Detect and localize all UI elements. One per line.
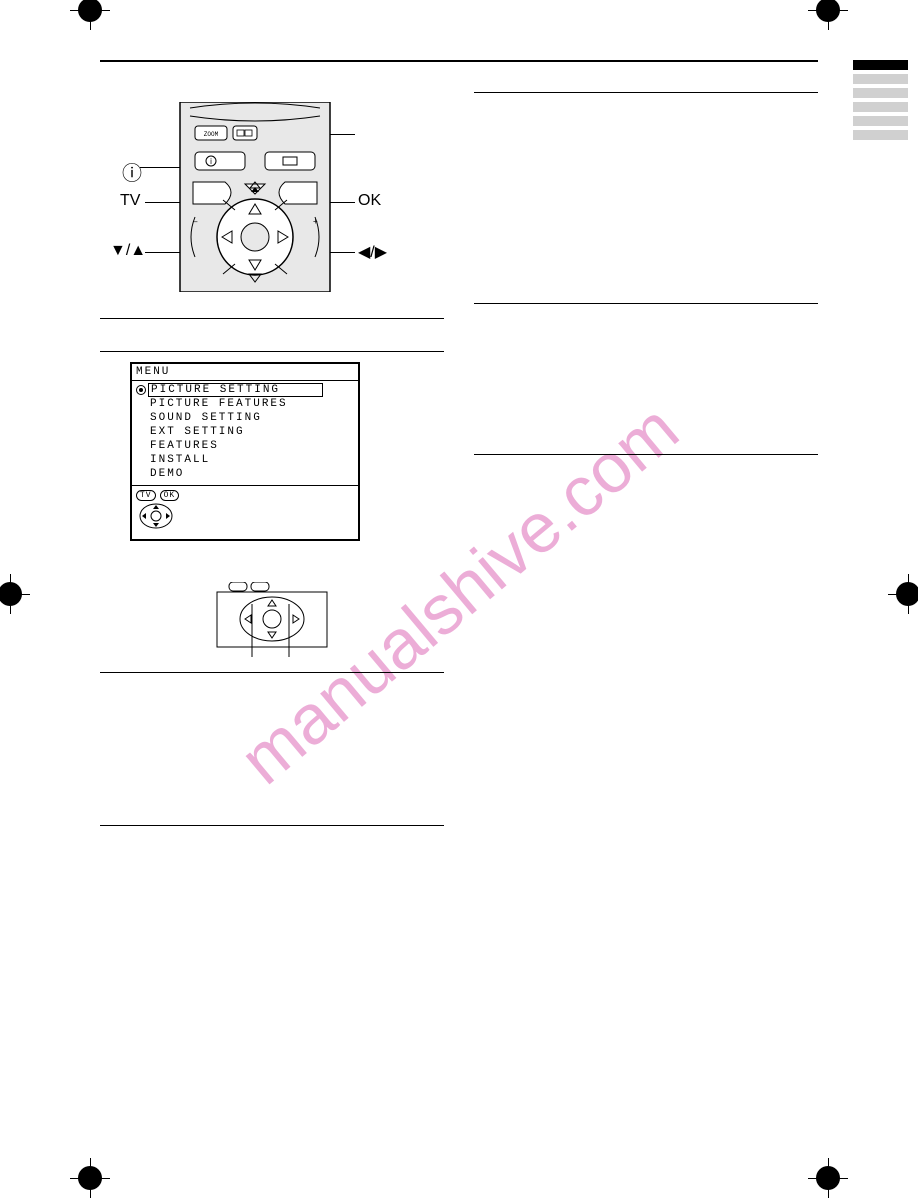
crop-mark [70, 1158, 110, 1198]
menu-item: INSTALL [148, 454, 212, 466]
top-rule [100, 60, 818, 62]
menu-bullet-icon [136, 385, 146, 395]
rule [100, 318, 444, 319]
menu-item: EXT SETTING [148, 426, 247, 438]
menu-items: PICTURE SETTING PICTURE FEATURES SOUND S… [132, 381, 358, 485]
svg-text:+: + [313, 217, 318, 226]
rule [100, 672, 444, 673]
menu-title: MENU [132, 364, 358, 380]
page-content: ⓘ TV ▼/▲ OK ◀/▶ [100, 60, 818, 1128]
menu-item: SOUND SETTING [148, 412, 264, 424]
crop-mark [888, 574, 918, 614]
tv-label: TV [120, 192, 140, 210]
rule [100, 825, 444, 826]
rule [474, 92, 818, 93]
remote-svg: ZOOM i [175, 102, 335, 292]
menu-footer: TV OK [132, 486, 358, 539]
chapter-tab [853, 60, 908, 70]
svg-text:ZOOM: ZOOM [204, 131, 219, 138]
column-left: ⓘ TV ▼/▲ OK ◀/▶ [100, 92, 444, 832]
dpad-figure [197, 582, 347, 662]
left-right-label: ◀/▶ [358, 242, 387, 262]
chapter-tab [853, 116, 908, 126]
crop-mark [0, 574, 30, 614]
crop-mark [808, 0, 848, 30]
chapter-tab [853, 130, 908, 140]
ok-pill: OK [160, 490, 180, 501]
chapter-tab [853, 88, 908, 98]
dpad-mini-icon [136, 501, 176, 531]
rule [474, 303, 818, 304]
svg-text:i: i [210, 157, 212, 166]
crop-mark [70, 0, 110, 30]
menu-item: PICTURE FEATURES [148, 398, 290, 410]
rule [100, 351, 444, 352]
info-icon-label: ⓘ [122, 157, 142, 186]
column-right [474, 92, 818, 832]
tv-pill: TV [136, 490, 156, 501]
chapter-tab [853, 74, 908, 84]
up-down-label: ▼/▲ [110, 242, 146, 260]
ok-label: OK [358, 192, 381, 210]
rule [474, 454, 818, 455]
menu-item: PICTURE SETTING [148, 383, 323, 397]
menu-item: FEATURES [148, 440, 221, 452]
side-tabs [853, 60, 908, 144]
remote-figure: ⓘ TV ▼/▲ OK ◀/▶ [100, 102, 444, 312]
chapter-tab [853, 102, 908, 112]
crop-mark [808, 1158, 848, 1198]
svg-text:–: – [193, 217, 198, 226]
menu-item: DEMO [148, 468, 186, 480]
menu-screenshot: MENU PICTURE SETTING PICTURE FEATURES SO… [130, 362, 360, 541]
